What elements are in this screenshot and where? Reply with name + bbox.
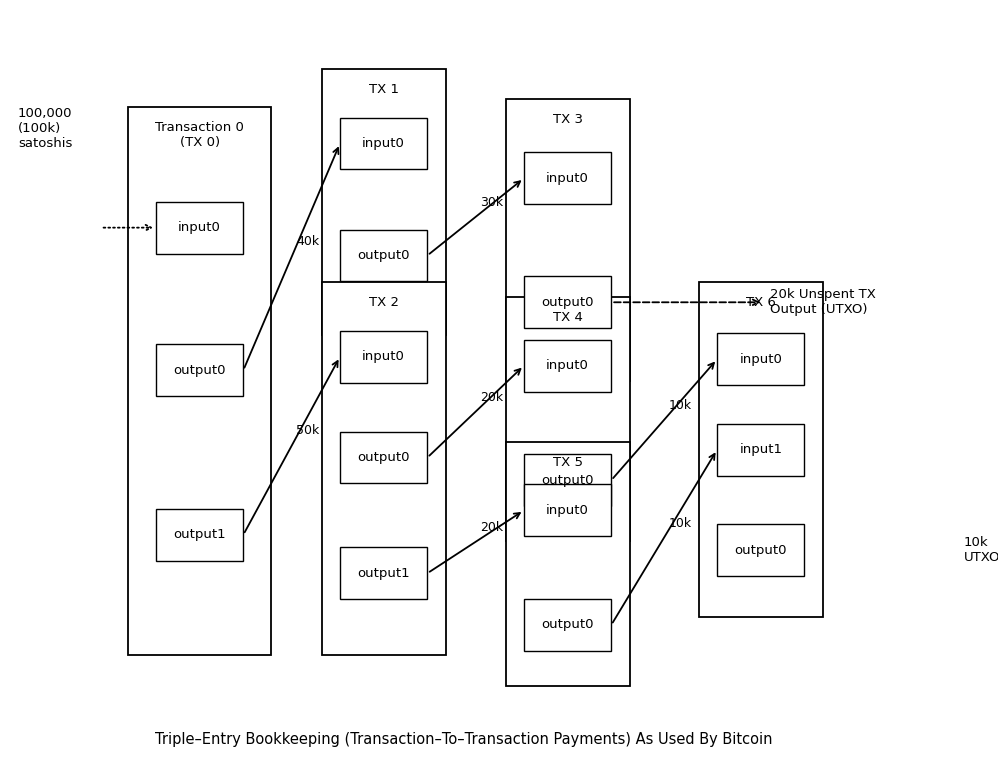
Text: input0: input0 bbox=[546, 504, 589, 517]
Text: 10k: 10k bbox=[669, 399, 692, 412]
Text: output0: output0 bbox=[357, 451, 410, 464]
Bar bbox=[718, 333, 804, 385]
Bar bbox=[340, 331, 427, 383]
Text: output0: output0 bbox=[174, 363, 226, 377]
Bar bbox=[524, 599, 612, 651]
Text: 30k: 30k bbox=[480, 196, 503, 209]
Text: output0: output0 bbox=[541, 296, 594, 309]
Text: TX 3: TX 3 bbox=[553, 113, 583, 126]
Text: TX 5: TX 5 bbox=[553, 456, 583, 469]
Bar bbox=[524, 340, 612, 392]
Bar bbox=[506, 442, 630, 686]
Bar bbox=[524, 484, 612, 536]
Bar bbox=[156, 202, 244, 253]
Text: input0: input0 bbox=[740, 353, 782, 366]
Bar bbox=[321, 69, 446, 336]
Text: 20k: 20k bbox=[480, 521, 503, 534]
Text: output1: output1 bbox=[174, 528, 226, 541]
Bar bbox=[156, 509, 244, 561]
Text: output0: output0 bbox=[357, 249, 410, 262]
Text: 10k
UTXO: 10k UTXO bbox=[964, 536, 998, 564]
Bar bbox=[699, 282, 823, 618]
Text: 20k Unspent TX
Output (UTXO): 20k Unspent TX Output (UTXO) bbox=[770, 288, 876, 316]
Text: input0: input0 bbox=[546, 172, 589, 185]
Text: input0: input0 bbox=[179, 221, 222, 234]
Bar bbox=[718, 424, 804, 476]
Text: output0: output0 bbox=[735, 544, 787, 557]
Text: output0: output0 bbox=[541, 618, 594, 631]
Text: TX 6: TX 6 bbox=[746, 296, 775, 309]
Bar bbox=[524, 454, 612, 506]
Text: output1: output1 bbox=[357, 567, 410, 580]
Text: 40k: 40k bbox=[296, 235, 319, 248]
Text: input0: input0 bbox=[546, 359, 589, 372]
Bar bbox=[340, 432, 427, 484]
Text: input0: input0 bbox=[362, 137, 405, 150]
Bar bbox=[506, 99, 630, 381]
Bar bbox=[506, 297, 630, 541]
Bar bbox=[524, 152, 612, 204]
Bar bbox=[156, 344, 244, 396]
Bar bbox=[340, 118, 427, 169]
Text: Triple–Entry Bookkeeping (Transaction–To–Transaction Payments) As Used By Bitcoi: Triple–Entry Bookkeeping (Transaction–To… bbox=[156, 732, 772, 747]
Bar bbox=[524, 276, 612, 328]
Bar bbox=[129, 107, 270, 655]
Text: 50k: 50k bbox=[296, 424, 319, 437]
Text: output0: output0 bbox=[541, 474, 594, 487]
Text: 20k: 20k bbox=[480, 391, 503, 404]
Bar bbox=[321, 282, 446, 655]
Text: input0: input0 bbox=[362, 350, 405, 363]
Text: TX 2: TX 2 bbox=[368, 296, 398, 309]
Text: 100,000
(100k)
satoshis: 100,000 (100k) satoshis bbox=[18, 107, 73, 150]
Bar bbox=[340, 229, 427, 281]
Text: TX 4: TX 4 bbox=[553, 311, 583, 324]
Text: Transaction 0
(TX 0): Transaction 0 (TX 0) bbox=[156, 121, 245, 149]
Bar bbox=[340, 547, 427, 599]
Text: input1: input1 bbox=[740, 444, 782, 457]
Bar bbox=[718, 524, 804, 576]
Text: 10k: 10k bbox=[669, 517, 692, 530]
Text: TX 1: TX 1 bbox=[368, 82, 398, 95]
